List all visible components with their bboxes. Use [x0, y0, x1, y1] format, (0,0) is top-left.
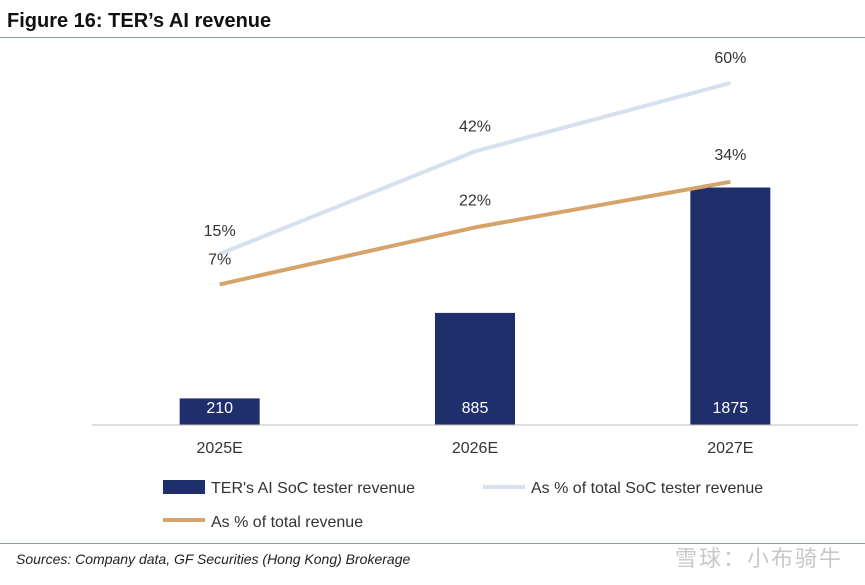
- soc-share-label: 15%: [204, 223, 236, 240]
- legend-label-soc-share: As % of total SoC tester revenue: [531, 480, 763, 497]
- soc-share-label: 42%: [459, 118, 491, 135]
- x-tick-label: 2027E: [707, 440, 753, 457]
- soc-share-label: 60%: [714, 50, 746, 67]
- total-share-label: 34%: [714, 147, 746, 164]
- bar-label: 885: [462, 400, 489, 417]
- figure-title: Figure 16: TER’s AI revenue: [7, 10, 272, 32]
- total-share-label: 7%: [208, 251, 231, 268]
- total-share-label: 22%: [459, 192, 491, 209]
- x-tick-label: 2026E: [452, 440, 498, 457]
- line-total-share: [219, 179, 731, 287]
- watermark: 雪球：小布骑牛: [674, 546, 843, 571]
- source-note: Sources: Company data, GF Securities (Ho…: [16, 551, 411, 567]
- chart: 210 885 1875 15% 42% 60% 7% 22% 34% 2025E 2026E 20…: [92, 50, 858, 531]
- legend-label-bar: TER's AI SoC tester revenue: [211, 480, 415, 497]
- line-soc-share: [218, 81, 731, 256]
- bar-label: 210: [206, 400, 233, 417]
- bar-2025E: [179, 398, 260, 425]
- source-divider: [0, 543, 865, 544]
- legend-swatch-bar: [163, 480, 205, 494]
- bar-2027E: [690, 187, 771, 425]
- bar-label: 1875: [713, 400, 749, 417]
- bar-2026E: [435, 312, 515, 425]
- title-divider: [0, 37, 865, 38]
- legend-label-total-share: As % of total revenue: [211, 514, 363, 531]
- x-tick-label: 2025E: [197, 440, 243, 457]
